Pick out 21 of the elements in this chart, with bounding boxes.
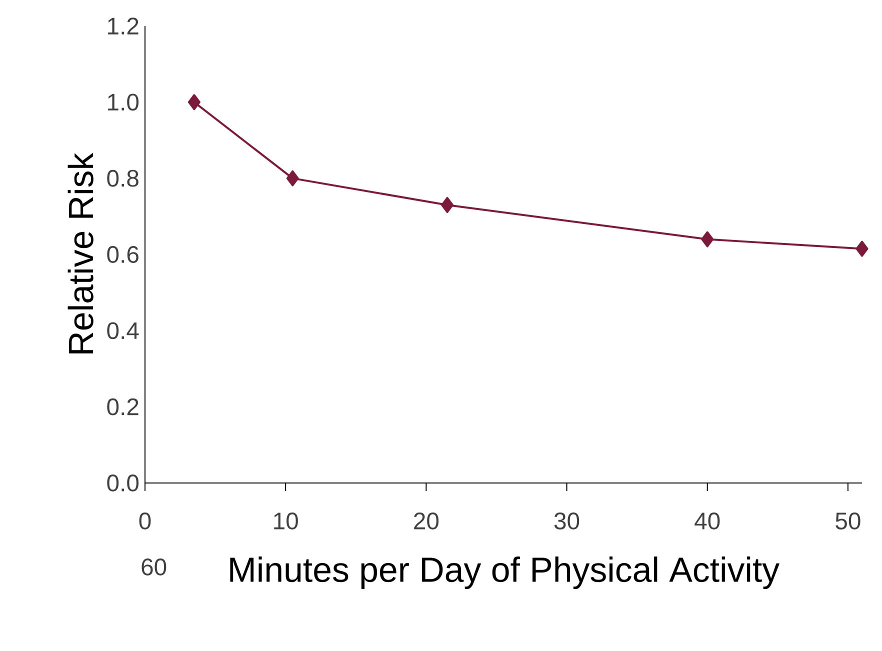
point bbox=[286, 170, 299, 186]
y-axis-title: Relative Risk bbox=[68, 152, 94, 354]
x-tick-label: 30 bbox=[554, 512, 580, 530]
x-tick-label: 40 bbox=[694, 512, 720, 530]
point bbox=[441, 196, 454, 213]
point bbox=[856, 240, 868, 257]
x-tick-label: 10 bbox=[274, 512, 298, 530]
point bbox=[188, 94, 200, 110]
y-tick-label: 0.8 bbox=[107, 170, 138, 187]
y-tick-label: 1.2 bbox=[108, 18, 138, 34]
point bbox=[701, 231, 714, 248]
y-tick-label: 0.0 bbox=[107, 474, 139, 492]
y-tick-label: 0.6 bbox=[107, 246, 138, 263]
y-tick-label: 0.4 bbox=[107, 322, 139, 340]
x-axis-title: Minutes per Day of Physical Activity bbox=[230, 556, 780, 590]
x-tick-label: 0 bbox=[139, 512, 151, 530]
x-tick-label: 20 bbox=[414, 512, 439, 530]
y-tick-label: 0.2 bbox=[107, 398, 138, 416]
x-tick-label: 50 bbox=[836, 512, 860, 530]
text: 60 bbox=[142, 558, 166, 576]
y-tick-label: 1.0 bbox=[108, 94, 139, 111]
